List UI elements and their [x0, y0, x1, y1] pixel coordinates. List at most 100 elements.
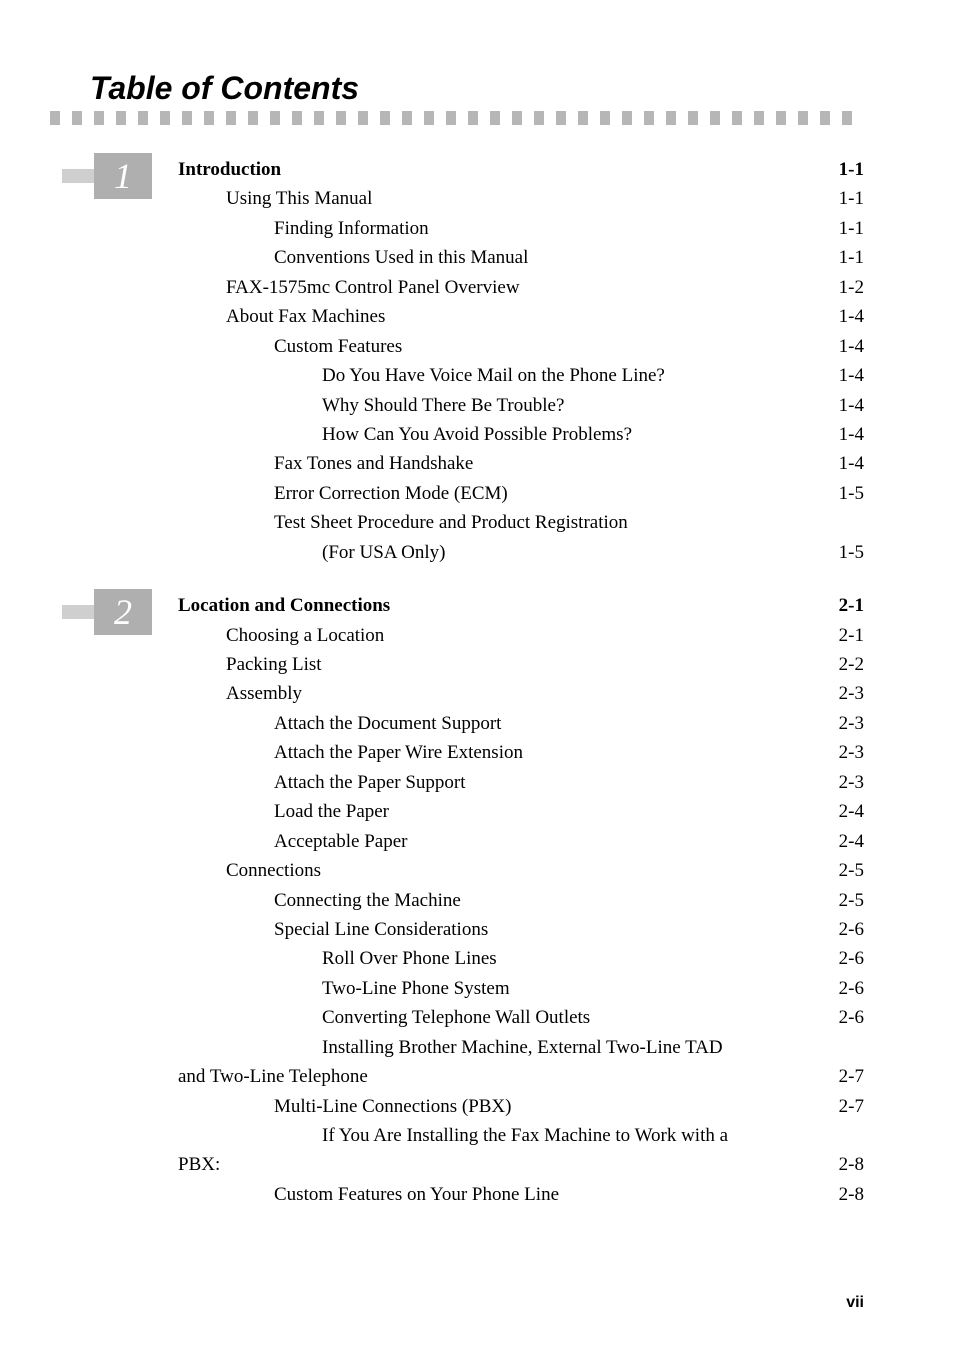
toc-label: Custom Features on Your Phone Line [274, 1180, 559, 1209]
section-number: 1 [114, 155, 132, 197]
toc-page: 2-7 [839, 1062, 864, 1091]
toc-label: (For USA Only) [322, 538, 446, 567]
section-lead-bar [62, 605, 94, 619]
toc-entry: Fax Tones and Handshake 1-4 [178, 449, 864, 478]
toc-entry: Special Line Considerations 2-6 [178, 915, 864, 944]
toc-page: 2-7 [839, 1092, 864, 1121]
toc-entry: Multi-Line Connections (PBX) 2-7 [178, 1092, 864, 1121]
toc-page: 2-5 [839, 886, 864, 915]
toc-page: 2-3 [839, 679, 864, 708]
toc-entry: Attach the Paper Wire Extension 2-3 [178, 738, 864, 767]
toc-entry: Test Sheet Procedure and Product Registr… [178, 508, 864, 537]
toc-label: Attach the Document Support [274, 709, 501, 738]
section-number-box: 2 [94, 589, 152, 635]
toc-label: Multi-Line Connections (PBX) [274, 1092, 511, 1121]
toc-page: 1-5 [839, 479, 864, 508]
toc-section: 1Introduction 1-1Using This Manual 1-1Fi… [50, 153, 864, 567]
toc-page: 2-2 [839, 650, 864, 679]
toc-label: Custom Features [274, 332, 402, 361]
toc-entry: If You Are Installing the Fax Machine to… [178, 1121, 864, 1150]
toc-label: Conventions Used in this Manual [274, 243, 528, 272]
toc-label: Roll Over Phone Lines [322, 944, 497, 973]
toc-page: 1-1 [839, 184, 864, 213]
toc-label: Test Sheet Procedure and Product Registr… [274, 508, 628, 537]
toc-label: Attach the Paper Support [274, 768, 466, 797]
toc-label: Load the Paper [274, 797, 389, 826]
toc-label: Error Correction Mode (ECM) [274, 479, 508, 508]
toc-page: 1-2 [839, 273, 864, 302]
toc-label: FAX-1575mc Control Panel Overview [226, 273, 520, 302]
toc-entry: Introduction 1-1 [178, 155, 864, 184]
toc-entry: Roll Over Phone Lines 2-6 [178, 944, 864, 973]
toc-page: 1-4 [839, 302, 864, 331]
page: Table of Contents 1Introduction 1-1Using… [0, 0, 954, 1352]
toc-label: If You Are Installing the Fax Machine to… [322, 1121, 728, 1150]
section-number-box: 1 [94, 153, 152, 199]
toc-entry: Packing List 2-2 [178, 650, 864, 679]
sections: 1Introduction 1-1Using This Manual 1-1Fi… [50, 153, 864, 1209]
toc-entry: Conventions Used in this Manual 1-1 [178, 243, 864, 272]
toc-page: 2-3 [839, 768, 864, 797]
toc-label: Introduction [178, 155, 281, 184]
toc-label: and Two-Line Telephone [178, 1062, 368, 1091]
title-dashes [50, 111, 864, 125]
toc-entry: Connecting the Machine 2-5 [178, 886, 864, 915]
toc-label: Acceptable Paper [274, 827, 407, 856]
toc-page: 2-4 [839, 827, 864, 856]
toc-entry: Acceptable Paper 2-4 [178, 827, 864, 856]
toc-page: 1-1 [839, 214, 864, 243]
toc-label: Choosing a Location [226, 621, 384, 650]
toc-page: 1-4 [839, 391, 864, 420]
toc-page: 2-8 [839, 1180, 864, 1209]
toc-page: 2-5 [839, 856, 864, 885]
toc-label: Using This Manual [226, 184, 372, 213]
toc-label: Special Line Considerations [274, 915, 488, 944]
toc-page: 2-8 [839, 1150, 864, 1179]
toc-entry: Load the Paper 2-4 [178, 797, 864, 826]
toc-entry: Connections 2-5 [178, 856, 864, 885]
toc-entry: Error Correction Mode (ECM) 1-5 [178, 479, 864, 508]
toc-page: 2-1 [839, 591, 864, 620]
section-body: Location and Connections 2-1Choosing a L… [178, 589, 864, 1209]
toc-label: Finding Information [274, 214, 429, 243]
toc-entry: Installing Brother Machine, External Two… [178, 1033, 864, 1062]
toc-page: 2-6 [839, 944, 864, 973]
toc-page: 2-6 [839, 974, 864, 1003]
toc-page: 2-3 [839, 709, 864, 738]
toc-page: 1-4 [839, 332, 864, 361]
toc-entry: FAX-1575mc Control Panel Overview 1-2 [178, 273, 864, 302]
section-number: 2 [114, 591, 132, 633]
toc-page: 1-4 [839, 449, 864, 478]
toc-label: Do You Have Voice Mail on the Phone Line… [322, 361, 665, 390]
toc-label: PBX: [178, 1150, 220, 1179]
toc-label: Installing Brother Machine, External Two… [322, 1033, 723, 1062]
toc-entry: Two-Line Phone System 2-6 [178, 974, 864, 1003]
toc-entry: Custom Features on Your Phone Line 2-8 [178, 1180, 864, 1209]
toc-page: 2-1 [839, 621, 864, 650]
toc-label: Attach the Paper Wire Extension [274, 738, 523, 767]
toc-entry-continuation: (For USA Only) 1-5 [178, 538, 864, 567]
toc-entry: Custom Features 1-4 [178, 332, 864, 361]
toc-label: About Fax Machines [226, 302, 385, 331]
toc-page: 1-1 [839, 155, 864, 184]
toc-section: 2Location and Connections 2-1Choosing a … [50, 589, 864, 1209]
toc-entry: Converting Telephone Wall Outlets 2-6 [178, 1003, 864, 1032]
toc-label: Converting Telephone Wall Outlets [322, 1003, 590, 1032]
page-number: vii [846, 1294, 864, 1312]
toc-entry: Location and Connections 2-1 [178, 591, 864, 620]
toc-label: Fax Tones and Handshake [274, 449, 473, 478]
toc-entry: About Fax Machines 1-4 [178, 302, 864, 331]
toc-label: Assembly [226, 679, 302, 708]
toc-label: How Can You Avoid Possible Problems? [322, 420, 632, 449]
toc-label: Location and Connections [178, 591, 390, 620]
toc-label: Connections [226, 856, 321, 885]
toc-entry-continuation: and Two-Line Telephone 2-7 [178, 1062, 864, 1091]
toc-entry: Why Should There Be Trouble? 1-4 [178, 391, 864, 420]
toc-page: 2-3 [839, 738, 864, 767]
toc-entry: Finding Information 1-1 [178, 214, 864, 243]
toc-page: 2-4 [839, 797, 864, 826]
toc-entry: Assembly 2-3 [178, 679, 864, 708]
toc-entry-continuation: PBX: 2-8 [178, 1150, 864, 1179]
toc-entry: How Can You Avoid Possible Problems? 1-4 [178, 420, 864, 449]
toc-label: Connecting the Machine [274, 886, 461, 915]
